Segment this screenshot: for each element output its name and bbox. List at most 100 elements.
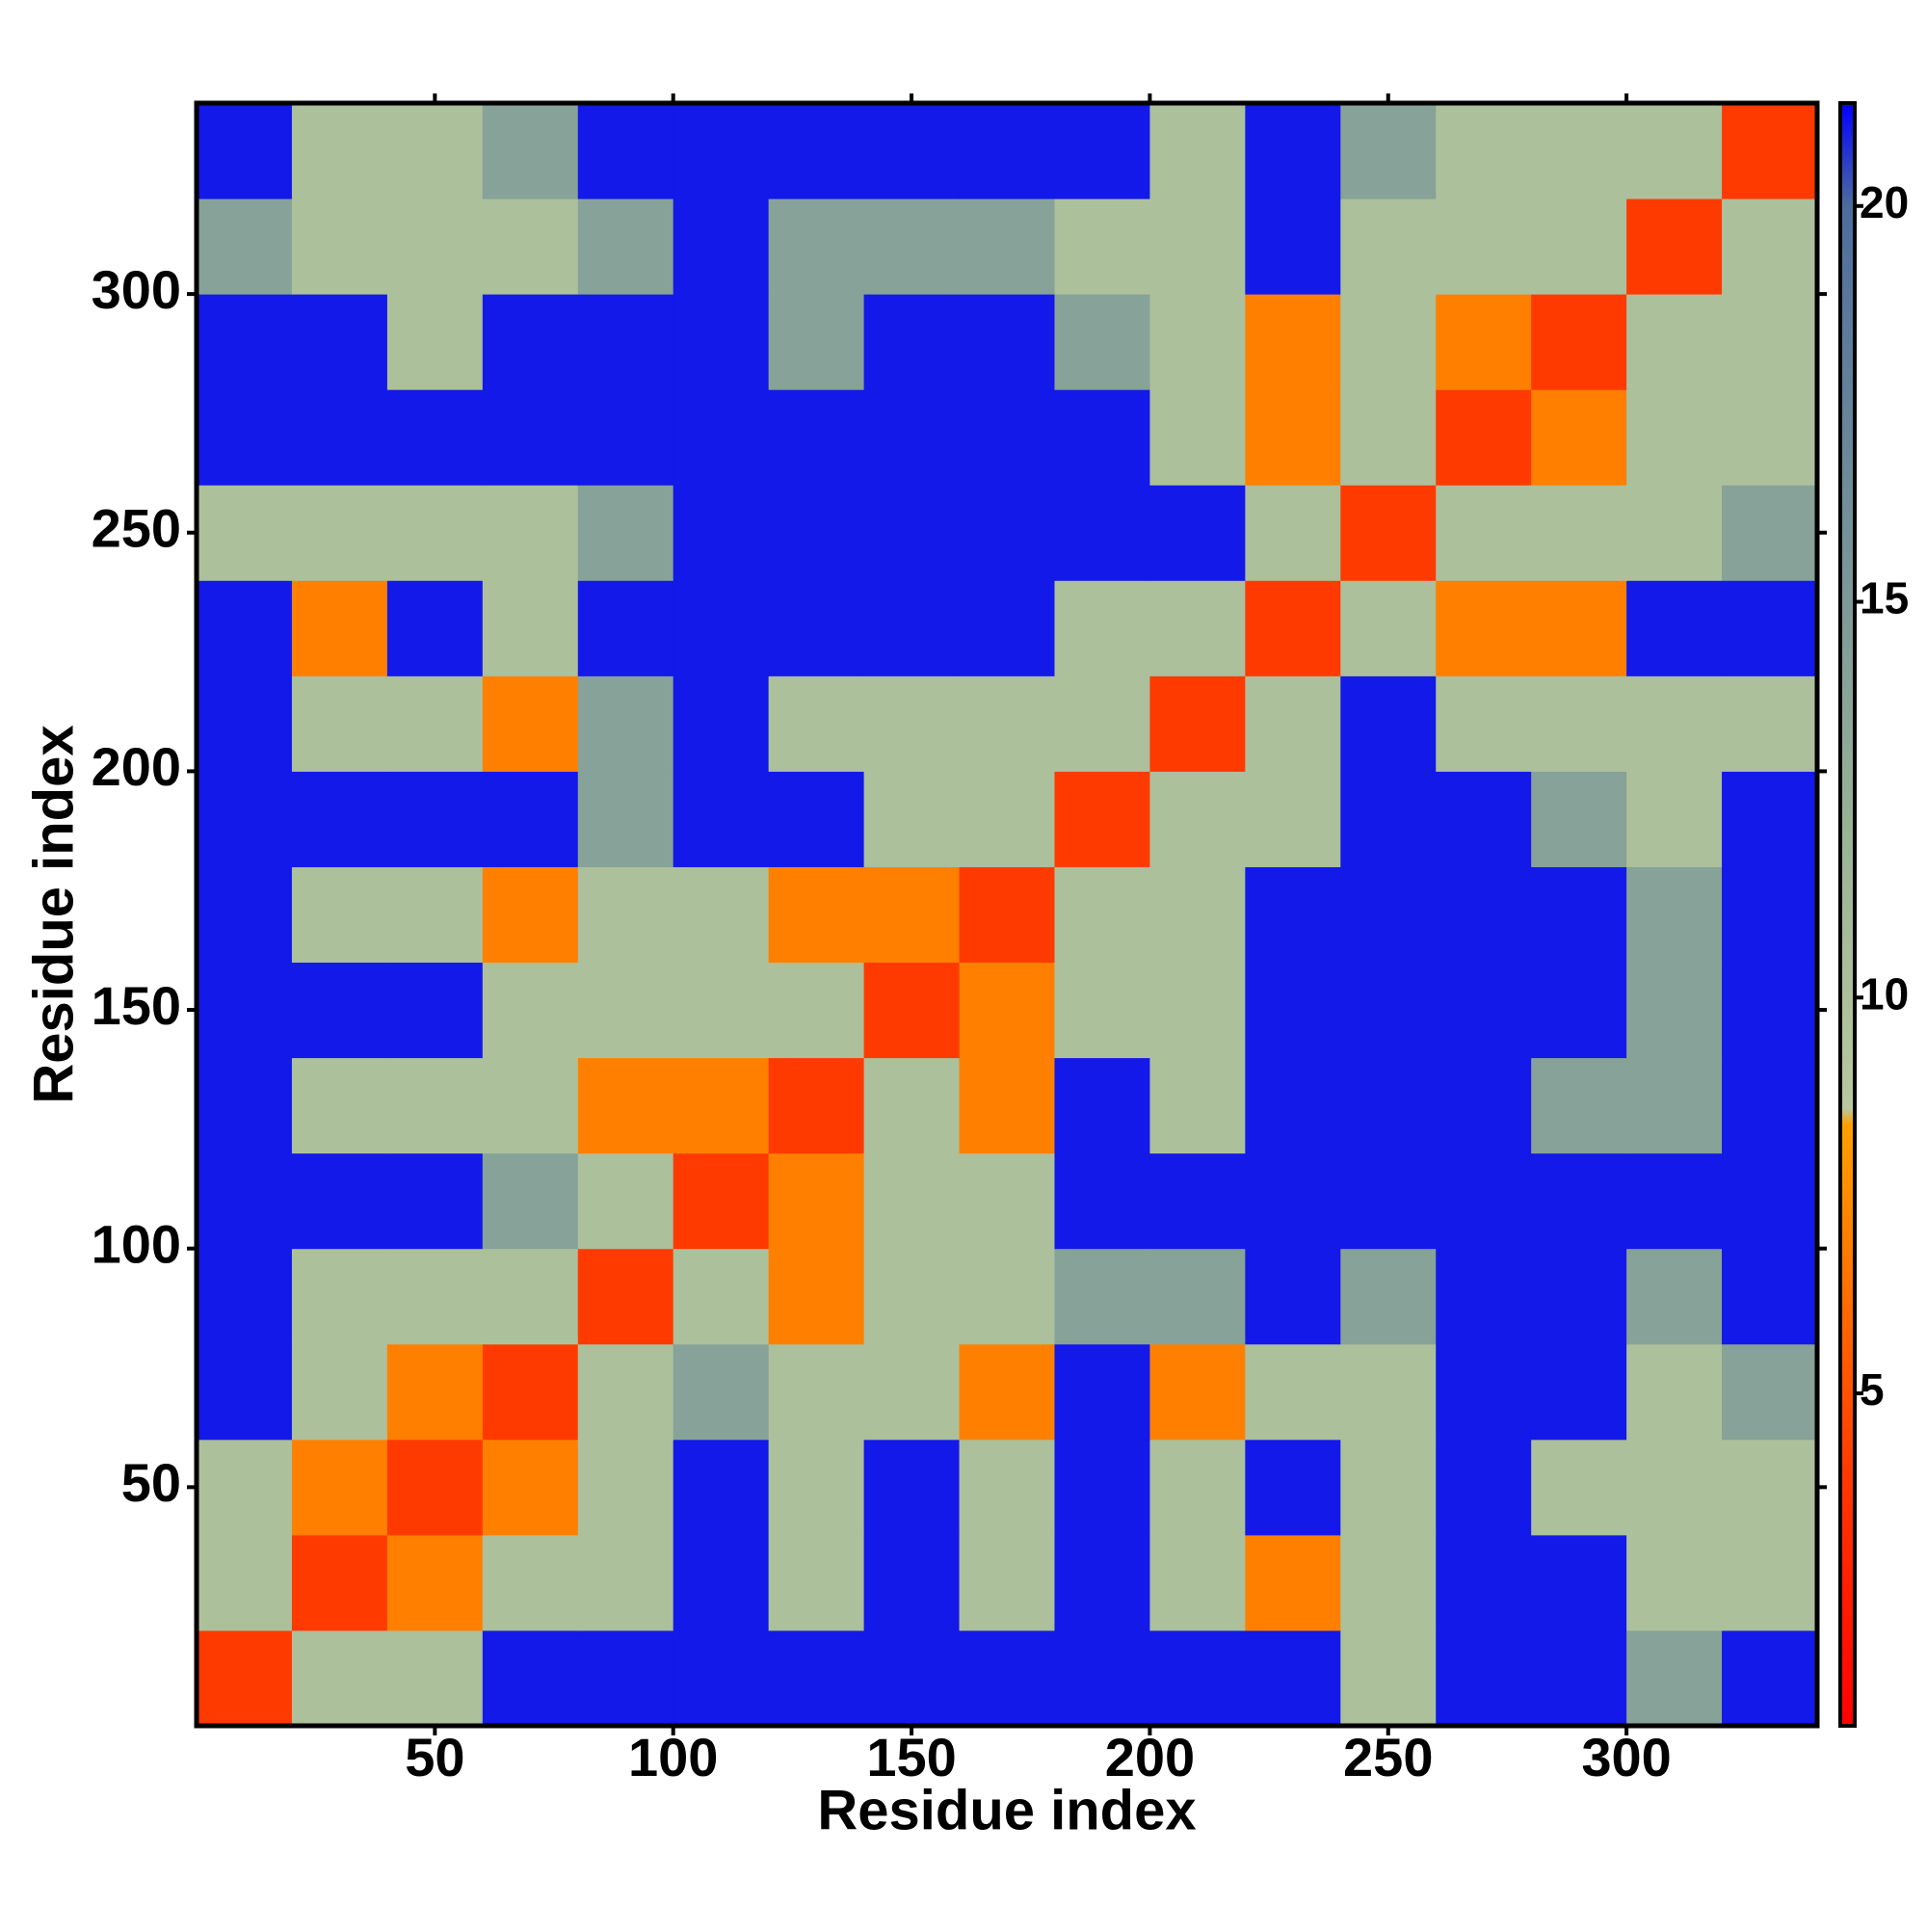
heatmap-cell <box>1531 198 1627 295</box>
heatmap-cell <box>1626 866 1723 964</box>
heatmap-cell <box>1245 389 1341 486</box>
heatmap-cell <box>1626 1629 1723 1727</box>
heatmap-cell <box>673 580 770 676</box>
heatmap-cell <box>863 1057 961 1154</box>
heatmap-cell <box>959 485 1055 581</box>
heatmap-cell <box>1149 1439 1246 1536</box>
heatmap-cell <box>1054 1057 1150 1154</box>
heatmap-cell <box>1245 675 1341 772</box>
heatmap-cell <box>1054 1152 1150 1250</box>
heatmap-cell <box>197 962 293 1059</box>
heatmap-cell <box>959 962 1055 1059</box>
heatmap-cell <box>1626 1439 1723 1536</box>
heatmap-cell <box>291 580 388 676</box>
heatmap-cell <box>673 1629 770 1727</box>
heatmap-cell <box>959 1343 1055 1441</box>
heatmap-cell <box>1722 389 1818 486</box>
heatmap-cell <box>1436 1057 1532 1154</box>
heatmap-cell <box>482 103 579 199</box>
heatmap-cell <box>673 485 770 581</box>
heatmap-cell <box>1149 580 1246 676</box>
heatmap-cell <box>1340 1057 1437 1154</box>
heatmap-cell <box>482 771 579 867</box>
heatmap-cell <box>1626 1343 1723 1441</box>
heatmap-cell <box>482 198 579 295</box>
heatmap-cell <box>1531 1439 1627 1536</box>
heatmap-cell <box>863 771 961 867</box>
heatmap-cell <box>1436 103 1532 199</box>
heatmap-cell <box>386 485 484 581</box>
heatmap-cell <box>1149 294 1246 390</box>
heatmap-cell <box>197 389 293 486</box>
heatmap-cell <box>673 771 770 867</box>
heatmap-cell <box>1722 1629 1818 1727</box>
heatmap-cell <box>1340 103 1437 199</box>
heatmap-cell <box>1626 1152 1723 1250</box>
heatmap-cell <box>1340 1629 1437 1727</box>
x-tick-label: 200 <box>1105 1727 1195 1787</box>
y-tick-label: 50 <box>121 1452 181 1513</box>
heatmap-cell <box>1149 1057 1246 1154</box>
heatmap-cell <box>1722 866 1818 964</box>
heatmap-cell <box>1245 1629 1341 1727</box>
heatmap-cell <box>386 962 484 1059</box>
colorbar-tick-label: 20 <box>1860 177 1909 227</box>
heatmap-cell <box>1531 294 1627 390</box>
heatmap-cell <box>291 389 388 486</box>
heatmap-cell <box>959 103 1055 199</box>
heatmap-cell <box>482 962 579 1059</box>
heatmap-cell <box>291 1629 388 1727</box>
heatmap-cell <box>959 1248 1055 1345</box>
heatmap-cell <box>863 1248 961 1345</box>
heatmap-cell <box>1626 198 1723 295</box>
colorbar-tick-label: 5 <box>1860 1364 1885 1415</box>
heatmap-cell <box>673 1534 770 1631</box>
heatmap-cell <box>768 1534 865 1631</box>
heatmap-cell <box>1531 962 1627 1059</box>
heatmap-cell <box>1626 962 1723 1059</box>
heatmap-cell <box>577 294 674 390</box>
heatmap-cell <box>1436 1534 1532 1631</box>
heatmap-cell <box>291 198 388 295</box>
heatmap-cell <box>1340 866 1437 964</box>
heatmap-cell <box>291 1343 388 1441</box>
heatmap-cell <box>673 1152 770 1250</box>
heatmap-cell <box>577 1343 674 1441</box>
heatmap-cell <box>863 294 961 390</box>
heatmap-cell <box>1626 294 1723 390</box>
heatmap-cell <box>386 866 484 964</box>
heatmap-cell <box>1245 1439 1341 1536</box>
heatmap-cell <box>1531 1152 1627 1250</box>
heatmap-cell <box>1436 866 1532 964</box>
heatmap-cell <box>1531 580 1627 676</box>
heatmap-cell <box>1626 675 1723 772</box>
heatmap-cell <box>386 1439 484 1536</box>
heatmap-cell <box>1626 389 1723 486</box>
heatmap-cell <box>959 198 1055 295</box>
heatmap-cell <box>959 389 1055 486</box>
heatmap-cell <box>673 962 770 1059</box>
heatmap-cell <box>1436 771 1532 867</box>
heatmap-cell <box>1436 1248 1532 1345</box>
heatmap-cell <box>863 1152 961 1250</box>
colorbar-tick-label: 15 <box>1860 573 1909 623</box>
heatmap-cell <box>1531 675 1627 772</box>
heatmap-cell <box>386 1534 484 1631</box>
heatmap-cell <box>1722 1057 1818 1154</box>
heatmap-cell <box>1722 771 1818 867</box>
heatmap-cell <box>386 771 484 867</box>
heatmap-cells <box>197 103 1818 1727</box>
heatmap-cell <box>1531 389 1627 486</box>
heatmap-cell <box>1722 198 1818 295</box>
heatmap-cell <box>577 771 674 867</box>
heatmap-cell <box>1054 294 1150 390</box>
heatmap-cell <box>291 771 388 867</box>
heatmap-cell <box>1340 1534 1437 1631</box>
heatmap-cell <box>673 389 770 486</box>
heatmap-cell <box>1436 1439 1532 1536</box>
heatmap-cell <box>1722 1343 1818 1441</box>
heatmap-cell <box>1531 1534 1627 1631</box>
heatmap-cell <box>482 1343 579 1441</box>
heatmap-cell <box>1054 103 1150 199</box>
